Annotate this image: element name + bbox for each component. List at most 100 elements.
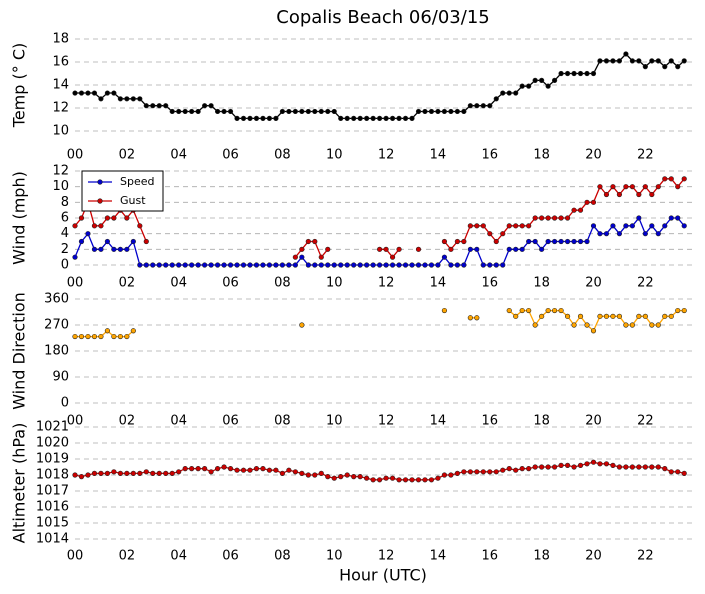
data-point <box>493 469 499 475</box>
data-point <box>610 223 616 229</box>
data-point <box>137 262 143 268</box>
data-point <box>526 238 532 245</box>
data-point <box>564 70 571 77</box>
data-point <box>655 184 661 190</box>
data-point <box>675 184 681 190</box>
data-point <box>260 115 266 121</box>
data-point <box>629 58 635 64</box>
data-point <box>662 63 668 70</box>
data-point <box>357 262 363 268</box>
data-point <box>195 466 201 472</box>
x-tick-label: 08 <box>274 549 291 564</box>
data-point <box>474 223 480 229</box>
data-point <box>448 246 454 252</box>
data-point <box>370 477 376 483</box>
data-point <box>247 467 253 473</box>
data-point <box>435 108 441 115</box>
data-point <box>389 475 396 481</box>
data-point <box>195 262 201 268</box>
data-point <box>571 70 577 77</box>
y-axis-label: Temp (° C) <box>10 43 29 128</box>
data-point <box>214 466 221 472</box>
x-tick-label: 12 <box>378 148 395 163</box>
y-tick-label: 6 <box>61 211 69 226</box>
data-point <box>558 307 564 314</box>
data-point <box>331 262 337 268</box>
data-point <box>461 262 467 268</box>
data-point <box>195 108 201 115</box>
data-point <box>616 464 623 470</box>
data-point <box>402 477 409 483</box>
data-point <box>415 477 422 483</box>
data-point <box>532 77 538 83</box>
data-point <box>370 115 376 121</box>
x-tick-label: 18 <box>533 414 550 429</box>
data-point <box>85 333 91 340</box>
series-line <box>75 53 685 120</box>
data-point <box>668 215 674 221</box>
data-point <box>124 470 130 477</box>
data-point <box>467 246 473 252</box>
data-point <box>292 108 298 115</box>
data-point <box>577 313 584 319</box>
data-point <box>227 108 234 115</box>
data-point <box>91 90 98 96</box>
data-point <box>377 262 383 268</box>
data-point <box>247 115 253 121</box>
data-point <box>681 470 687 477</box>
data-point <box>526 223 532 229</box>
data-point <box>506 90 512 96</box>
data-point <box>305 472 311 478</box>
x-tick-label: 14 <box>430 148 447 163</box>
data-point <box>117 470 123 477</box>
data-point <box>104 328 111 334</box>
x-tick-label: 14 <box>430 276 447 291</box>
data-point <box>221 108 227 115</box>
x-tick-label: 14 <box>430 549 447 564</box>
data-point <box>571 238 577 245</box>
data-point <box>202 466 208 472</box>
data-point <box>156 262 162 268</box>
data-point <box>675 215 681 221</box>
data-point <box>519 246 525 252</box>
data-point <box>571 207 577 213</box>
data-point <box>590 70 597 77</box>
x-tick-label: 00 <box>67 549 84 564</box>
data-point <box>584 199 590 205</box>
data-point <box>655 231 661 237</box>
data-point <box>454 262 460 268</box>
chart-title: Copalis Beach 06/03/15 <box>276 7 489 28</box>
data-point <box>189 108 195 115</box>
y-tick-label: 360 <box>44 292 69 307</box>
data-point <box>143 238 149 245</box>
x-tick-label: 16 <box>482 549 499 564</box>
data-point <box>85 472 91 478</box>
data-point <box>519 466 525 472</box>
data-point <box>545 464 551 470</box>
data-point <box>467 103 473 109</box>
x-tick-label: 10 <box>326 276 343 291</box>
data-point <box>545 307 551 314</box>
data-point <box>493 96 499 102</box>
data-point <box>597 313 603 319</box>
data-point <box>85 231 91 237</box>
y-tick-label: 1021 <box>36 420 69 435</box>
data-point <box>487 469 493 475</box>
data-point <box>590 328 597 334</box>
data-point <box>273 467 279 473</box>
data-point <box>558 462 564 469</box>
data-point <box>338 474 344 480</box>
y-tick-label: 16 <box>52 55 69 70</box>
data-point <box>98 470 104 477</box>
data-point <box>577 207 584 213</box>
data-point <box>377 477 383 483</box>
data-point <box>590 459 597 465</box>
data-point <box>649 191 655 198</box>
x-tick-label: 16 <box>482 148 499 163</box>
data-point <box>610 184 616 190</box>
data-point <box>370 262 376 268</box>
data-point <box>519 223 525 229</box>
y-tick-label: 1020 <box>36 436 69 451</box>
data-point <box>629 322 635 328</box>
data-point <box>526 307 532 314</box>
